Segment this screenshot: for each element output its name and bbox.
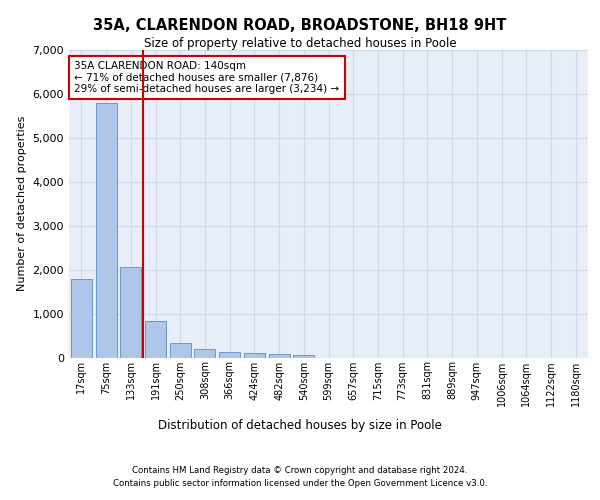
Bar: [145, 322, 166, 358]
Text: Size of property relative to detached houses in Poole: Size of property relative to detached ho…: [143, 38, 457, 51]
Bar: [71, 280, 92, 357]
Bar: [120, 267, 141, 358]
Bar: [95, 102, 116, 358]
Y-axis label: Number of detached properties: Number of detached properties: [17, 116, 27, 292]
Bar: [244, 354, 265, 358]
Text: 35A, CLARENDON ROAD, BROADSTONE, BH18 9HT: 35A, CLARENDON ROAD, BROADSTONE, BH18 9H…: [94, 18, 506, 32]
Text: Contains HM Land Registry data © Crown copyright and database right 2024.
Contai: Contains HM Land Registry data © Crown c…: [113, 466, 487, 487]
Bar: [269, 354, 290, 358]
Bar: [219, 352, 240, 358]
Bar: [194, 349, 215, 358]
Text: 35A CLARENDON ROAD: 140sqm
← 71% of detached houses are smaller (7,876)
29% of s: 35A CLARENDON ROAD: 140sqm ← 71% of deta…: [74, 61, 340, 94]
Bar: [170, 342, 191, 357]
Bar: [293, 355, 314, 358]
Text: Distribution of detached houses by size in Poole: Distribution of detached houses by size …: [158, 420, 442, 432]
